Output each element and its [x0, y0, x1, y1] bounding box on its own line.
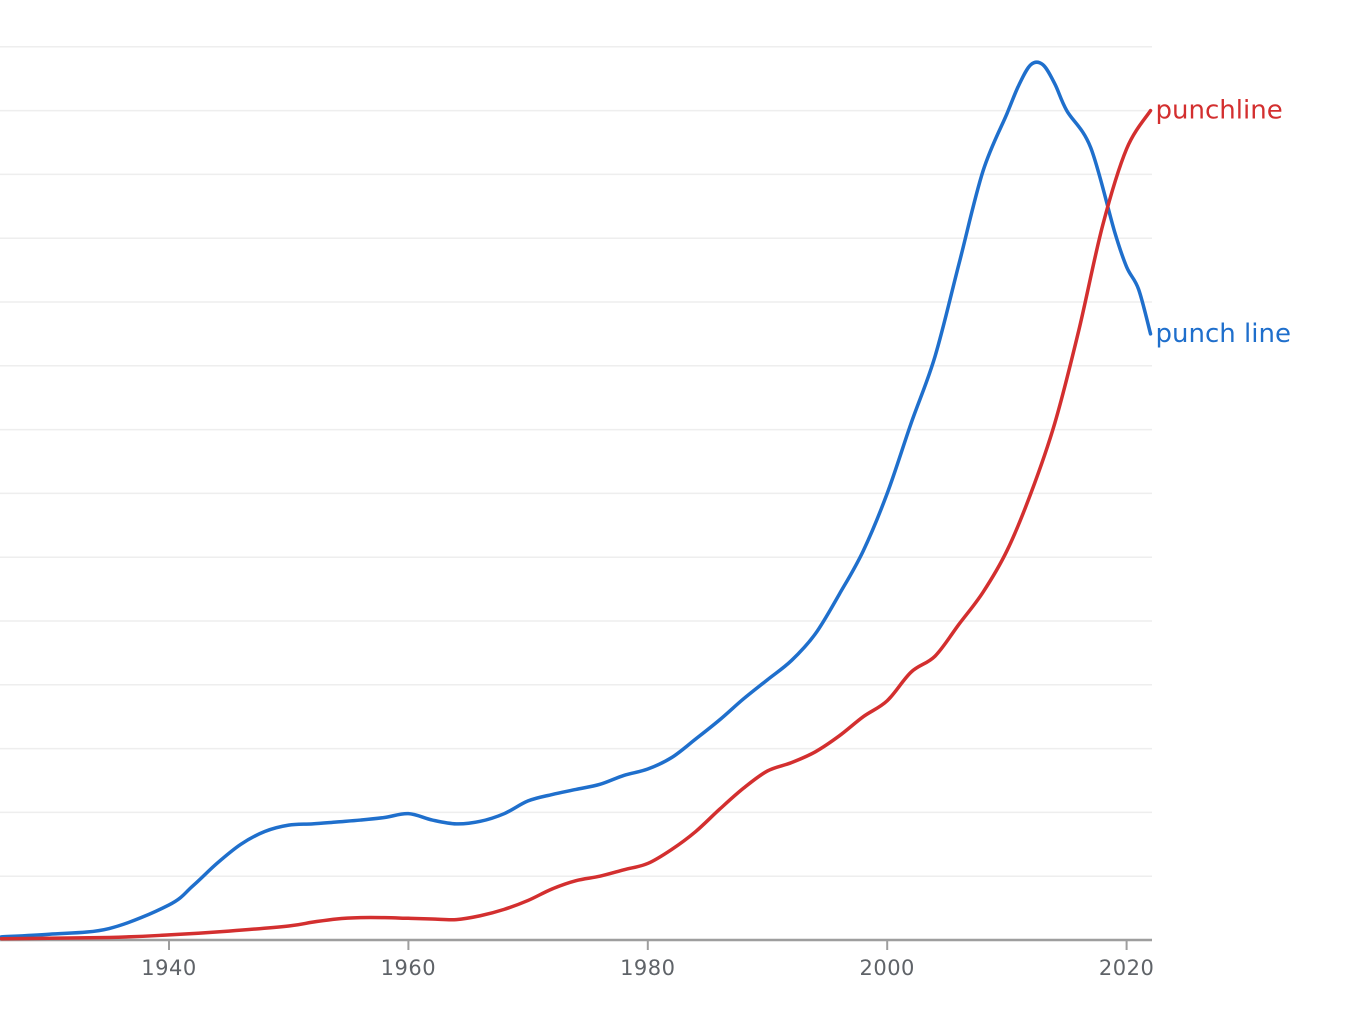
series-labels: punch line punchline	[1156, 96, 1291, 349]
x-tick-label-2020: 2020	[1099, 956, 1154, 980]
series-line-punch-line	[0, 60, 1153, 939]
x-tick-label-1980: 1980	[620, 956, 675, 980]
series-line-punchline	[0, 108, 1153, 941]
x-axis-ticks: 1940 1960 1980 2000 2020	[141, 940, 1154, 980]
series-lines	[0, 60, 1153, 941]
x-tick-label-1960: 1960	[381, 956, 436, 980]
series-label-punch-line: punch line	[1156, 319, 1291, 349]
x-tick-label-1940: 1940	[141, 956, 196, 980]
gridlines	[0, 46, 1152, 877]
series-label-punchline: punchline	[1156, 96, 1283, 126]
x-tick-label-2000: 2000	[859, 956, 914, 980]
